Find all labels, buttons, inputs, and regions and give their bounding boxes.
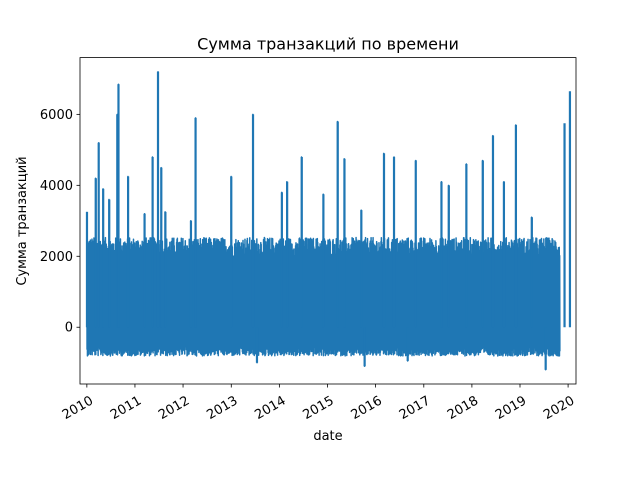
chart-title: Сумма транзакций по времени (197, 35, 459, 54)
x-axis-label: date (313, 429, 342, 444)
y-axis: 0 2000 4000 6000 (40, 108, 80, 336)
plot-area (85, 71, 572, 371)
y-tick-label-2: 4000 (40, 179, 73, 194)
y-tick-label-1: 2000 (40, 250, 73, 265)
y-tick-label-3: 6000 (40, 108, 73, 123)
axes-frame (79, 57, 577, 385)
y-axis-label: Сумма транзакций (15, 156, 30, 285)
y-tick-label-0: 0 (65, 321, 73, 336)
